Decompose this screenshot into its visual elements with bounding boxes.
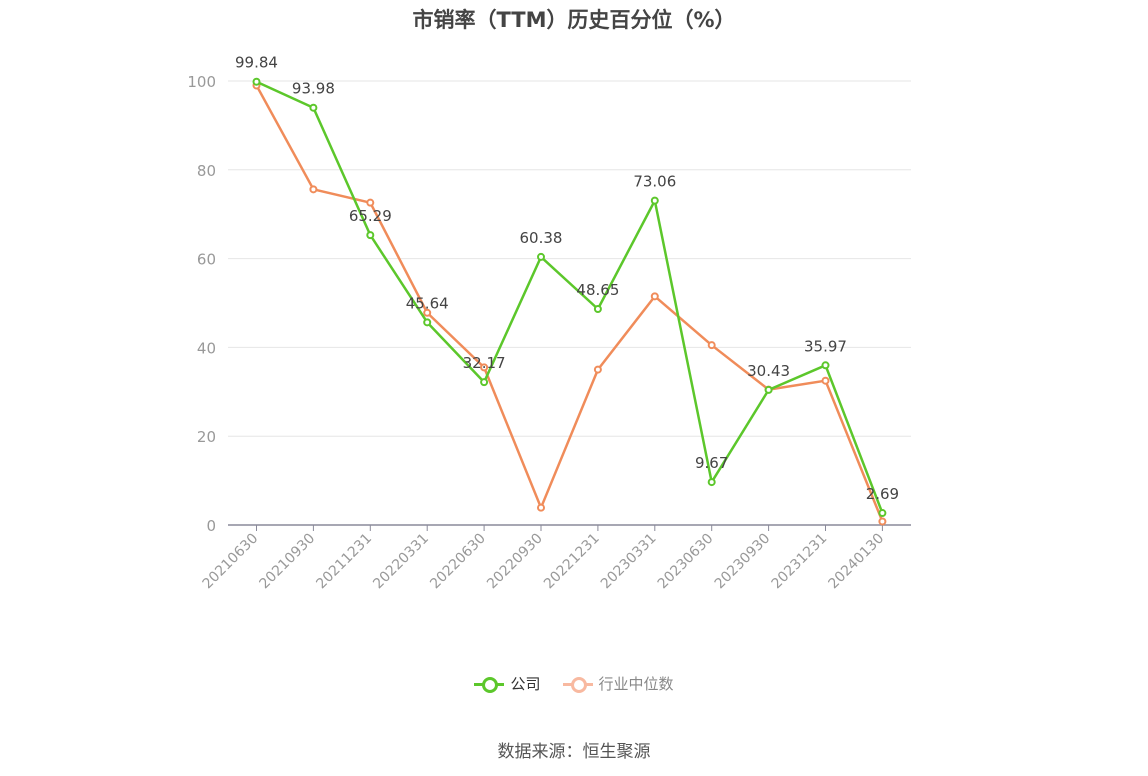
legend-industry-marker-icon: [562, 674, 593, 694]
data-label: 48.65: [576, 281, 619, 299]
legend-item-industry[interactable]: 行业中位数: [562, 673, 674, 694]
legend: 公司 行业中位数: [0, 673, 1148, 694]
data-point: [707, 478, 716, 487]
data-point: [480, 378, 489, 387]
x-tick-label: 20230331: [598, 531, 660, 593]
y-tick-label: 80: [197, 162, 216, 180]
data-label: 9.67: [695, 454, 728, 472]
x-tick-label: 20230630: [655, 531, 717, 593]
series-layer: [252, 77, 887, 526]
data-point: [537, 503, 545, 512]
data-point: [309, 103, 318, 112]
data-point: [252, 77, 261, 86]
data-point: [764, 385, 773, 394]
data-point: [821, 376, 830, 385]
x-tick-label: 20230930: [712, 531, 774, 593]
data-point: [650, 292, 659, 301]
data-point: [366, 231, 375, 240]
x-axis: 2021063020210930202112312022033120220630…: [200, 524, 911, 593]
x-tick-label: 20210630: [200, 531, 262, 593]
data-point: [593, 304, 602, 313]
y-tick-label: 40: [197, 339, 216, 357]
y-tick-label: 100: [187, 73, 216, 91]
x-tick-label: 20221231: [541, 531, 603, 593]
x-tick-label: 20231231: [769, 531, 831, 593]
data-point: [707, 341, 716, 350]
data-label: 35.97: [804, 337, 847, 355]
data-label: 60.38: [520, 229, 563, 247]
legend-company-label: 公司: [510, 675, 541, 693]
x-tick-label: 20220930: [484, 531, 546, 593]
data-point: [878, 517, 887, 526]
series-line-industry: [255, 84, 884, 522]
y-tick-label: 60: [197, 251, 216, 269]
y-axis-ticks: 0 20 40 60 80 100: [187, 73, 216, 535]
data-point: [423, 318, 432, 327]
y-tick-label: 0: [206, 517, 216, 535]
series-line-company: [255, 80, 884, 514]
chart-title: 市销率（TTM）历史百分位（%）: [412, 8, 736, 32]
y-tick-label: 20: [197, 428, 216, 446]
data-label: 99.84: [235, 54, 278, 72]
data-point: [309, 185, 318, 194]
data-point: [878, 509, 887, 518]
data-point: [366, 198, 375, 207]
data-point: [480, 363, 489, 372]
data-labels: 99.84 93.98 65.29 45.64 32.17 60.38 48.65 73.06…: [235, 54, 899, 503]
data-label: 30.43: [747, 362, 790, 380]
data-point: [821, 361, 830, 370]
data-point: [593, 365, 602, 374]
data-label: 65.29: [349, 207, 392, 225]
data-label: 45.64: [406, 294, 449, 312]
x-tick-label: 20240130: [826, 531, 888, 593]
data-label: 2.69: [866, 485, 899, 503]
data-source: 数据来源：恒生聚源: [497, 742, 651, 762]
x-tick-label: 20220331: [370, 531, 432, 593]
data-point: [650, 196, 659, 205]
legend-industry-label: 行业中位数: [598, 675, 674, 693]
x-tick-label: 20210930: [257, 531, 319, 593]
data-point: [537, 252, 545, 261]
legend-company-marker-icon: [474, 674, 505, 694]
data-label: 73.06: [633, 173, 676, 191]
data-label: 93.98: [292, 80, 335, 98]
data-label: 32.17: [463, 354, 506, 372]
data-point: [423, 308, 432, 317]
legend-item-company[interactable]: 公司: [474, 673, 541, 694]
x-tick-label: 20211231: [313, 531, 375, 593]
x-tick-label: 20220630: [427, 531, 489, 593]
